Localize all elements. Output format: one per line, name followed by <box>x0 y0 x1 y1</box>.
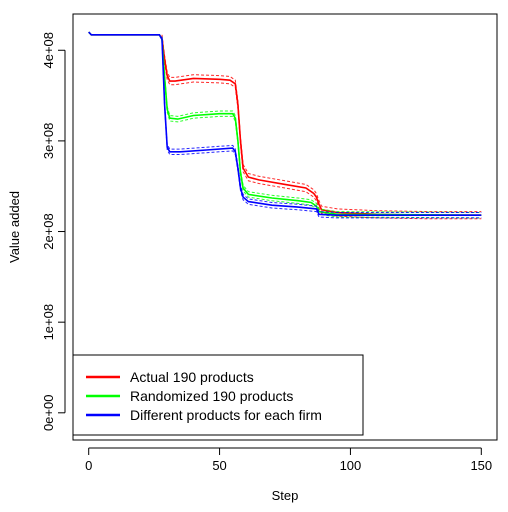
series-0-band-upper <box>161 34 482 213</box>
y-tick-label: 3e+08 <box>41 123 56 160</box>
y-tick-label: 2e+08 <box>41 213 56 250</box>
series-0-line <box>88 31 482 216</box>
legend-label: Randomized 190 products <box>130 388 293 404</box>
x-axis-label: Step <box>272 488 299 503</box>
legend-box <box>72 354 364 436</box>
series-1-band-upper <box>161 36 482 213</box>
series-0-band-lower <box>161 42 482 220</box>
x-tick-label: 150 <box>470 458 492 473</box>
series-2-line <box>88 31 482 216</box>
series-1-band-lower <box>161 42 482 219</box>
legend-label: Different products for each firm <box>130 407 322 423</box>
y-axis-label: Value added <box>7 191 22 263</box>
x-tick-label: 100 <box>340 458 362 473</box>
y-tick-label: 1e+08 <box>41 304 56 341</box>
axes: 0 50 100 150 0e+00 1e+08 2e+08 3e+08 4e+08 <box>41 32 492 473</box>
y-tick-label: 4e+08 <box>41 32 56 69</box>
legend-label: Actual 190 products <box>130 369 254 385</box>
x-tick-label: 50 <box>212 458 226 473</box>
y-tick-label: 0e+00 <box>41 395 56 432</box>
series-layer <box>88 31 482 220</box>
x-tick-label: 0 <box>85 458 92 473</box>
series-2-band-upper <box>161 36 482 213</box>
series-2-band-lower <box>161 42 482 219</box>
legend: Actual 190 products Randomized 190 produc… <box>72 354 364 436</box>
plot-frame <box>72 13 498 441</box>
